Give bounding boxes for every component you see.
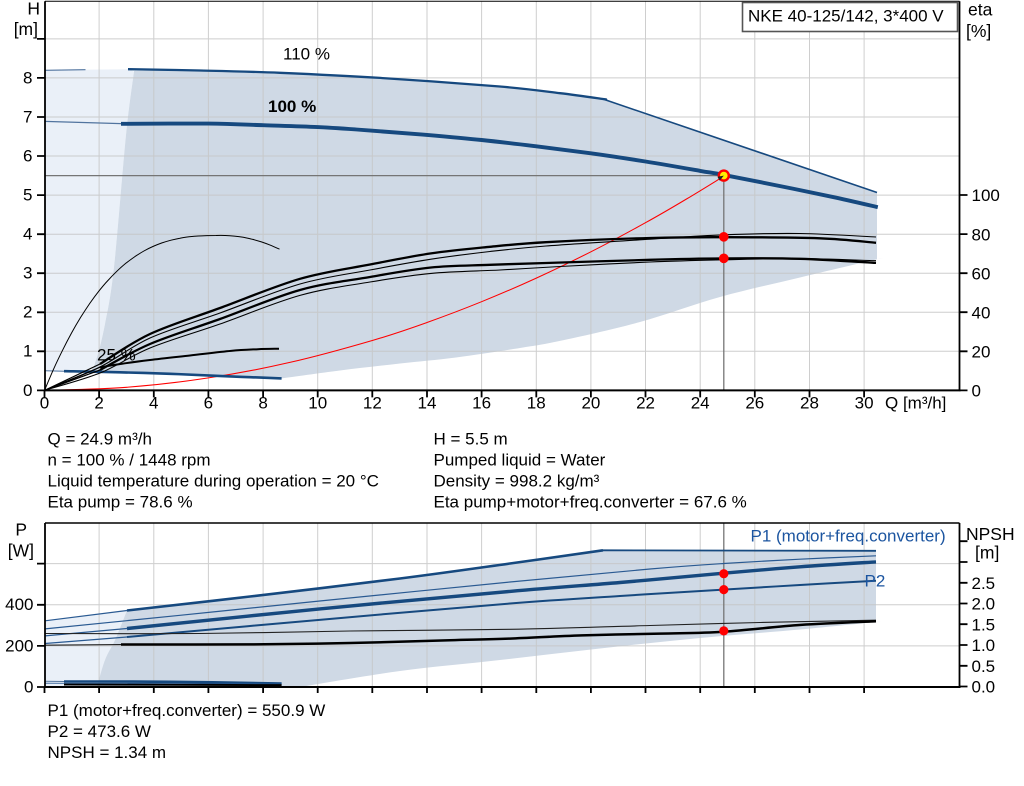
svg-text:100: 100 — [972, 186, 1000, 205]
svg-text:4: 4 — [149, 394, 158, 413]
svg-text:10: 10 — [308, 394, 327, 413]
svg-text:14: 14 — [418, 394, 437, 413]
svg-text:12: 12 — [363, 394, 382, 413]
svg-text:Pumped liquid = Water: Pumped liquid = Water — [434, 450, 606, 469]
svg-text:20: 20 — [581, 394, 600, 413]
svg-text:P: P — [15, 520, 27, 540]
svg-text:2: 2 — [94, 394, 103, 413]
svg-text:26: 26 — [745, 394, 764, 413]
svg-text:60: 60 — [972, 264, 991, 283]
svg-text:P1 (motor+freq.converter): P1 (motor+freq.converter) — [751, 527, 946, 546]
svg-text:Q = 24.9 m³/h: Q = 24.9 m³/h — [48, 429, 152, 448]
svg-text:0.5: 0.5 — [972, 657, 996, 676]
svg-text:2: 2 — [23, 303, 32, 322]
svg-text:24: 24 — [691, 394, 710, 413]
svg-text:NPSH = 1.34 m: NPSH = 1.34 m — [48, 743, 167, 762]
svg-text:P1 (motor+freq.converter) = 55: P1 (motor+freq.converter) = 550.9 W — [48, 701, 326, 720]
svg-text:5: 5 — [23, 186, 32, 205]
svg-text:Density = 998.2 kg/m³: Density = 998.2 kg/m³ — [434, 471, 600, 490]
svg-text:200: 200 — [5, 636, 33, 655]
svg-text:H = 5.5 m: H = 5.5 m — [434, 429, 508, 448]
svg-text:0: 0 — [972, 382, 981, 401]
svg-text:0: 0 — [40, 394, 49, 413]
svg-text:[m]: [m] — [975, 543, 999, 563]
svg-text:80: 80 — [972, 225, 991, 244]
svg-text:1.0: 1.0 — [972, 636, 996, 655]
svg-text:0.0: 0.0 — [972, 678, 996, 697]
svg-text:1: 1 — [23, 342, 32, 361]
svg-text:2.5: 2.5 — [972, 574, 996, 593]
svg-text:110 %: 110 % — [283, 45, 330, 64]
svg-text:2.0: 2.0 — [972, 595, 996, 614]
svg-text:8: 8 — [23, 68, 32, 87]
svg-text:P2 = 473.6 W: P2 = 473.6 W — [48, 722, 151, 741]
svg-text:NPSH: NPSH — [966, 524, 1015, 544]
svg-text:[%]: [%] — [966, 21, 991, 41]
svg-text:0: 0 — [24, 677, 33, 696]
svg-text:7: 7 — [23, 107, 32, 126]
svg-text:3: 3 — [23, 264, 32, 283]
svg-text:1.5: 1.5 — [972, 615, 996, 634]
svg-text:Eta pump = 78.6 %: Eta pump = 78.6 % — [48, 492, 193, 511]
svg-text:20: 20 — [972, 343, 991, 362]
svg-text:n = 100 % / 1448 rpm: n = 100 % / 1448 rpm — [48, 450, 211, 469]
svg-text:40: 40 — [972, 303, 991, 322]
svg-text:25 %: 25 % — [97, 346, 136, 365]
svg-text:H: H — [27, 0, 40, 19]
svg-text:eta: eta — [968, 0, 993, 20]
svg-text:[m]: [m] — [14, 19, 38, 39]
svg-text:4: 4 — [23, 225, 32, 244]
svg-text:Liquid temperature during oper: Liquid temperature during operation = 20… — [48, 471, 379, 490]
svg-text:100 %: 100 % — [268, 97, 316, 116]
svg-text:6: 6 — [204, 394, 213, 413]
svg-text:NKE 40-125/142, 3*400 V: NKE 40-125/142, 3*400 V — [748, 7, 944, 26]
svg-text:22: 22 — [636, 394, 655, 413]
svg-text:Eta pump+motor+freq.converter: Eta pump+motor+freq.converter = 67.6 % — [434, 492, 747, 511]
svg-text:Q [m³/h]: Q [m³/h] — [885, 394, 946, 413]
svg-text:P2: P2 — [865, 572, 886, 591]
svg-text:30: 30 — [855, 394, 874, 413]
svg-text:0: 0 — [23, 381, 32, 400]
svg-text:18: 18 — [527, 394, 546, 413]
svg-text:28: 28 — [800, 394, 819, 413]
svg-text:8: 8 — [258, 394, 267, 413]
svg-text:[W]: [W] — [8, 541, 34, 561]
svg-text:6: 6 — [23, 146, 32, 165]
svg-text:400: 400 — [5, 595, 33, 614]
svg-text:16: 16 — [472, 394, 491, 413]
